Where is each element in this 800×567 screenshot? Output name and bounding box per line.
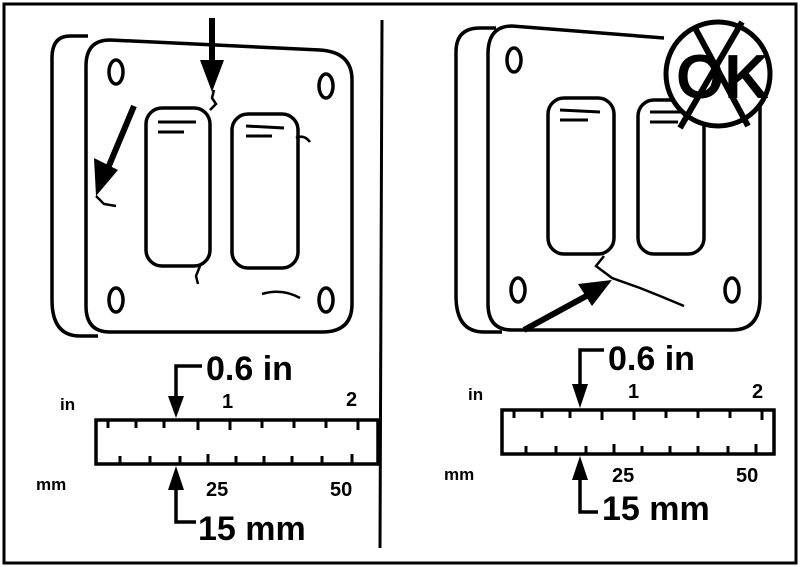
right-bottom-measure-arrowhead bbox=[572, 456, 588, 480]
right-ruler-mm-tick-50: 50 bbox=[736, 465, 758, 487]
right-top-measure-leader bbox=[578, 348, 604, 388]
left-ruler-in-tick-2: 2 bbox=[346, 389, 357, 411]
right-crack-arrow bbox=[522, 280, 612, 333]
right-ports bbox=[546, 96, 706, 256]
left-bottom-measure-arrowhead bbox=[168, 466, 184, 490]
left-crack-arrows bbox=[94, 18, 224, 196]
right-ruler-mm-tick-25: 25 bbox=[612, 465, 634, 487]
left-ruler-in-unit: in bbox=[60, 395, 75, 414]
right-bottom-measure-label: 15 mm bbox=[602, 490, 710, 528]
left-top-measure-arrowhead bbox=[168, 396, 184, 418]
right-ruler-in-unit: in bbox=[468, 385, 483, 404]
right-ruler-in-tick-2: 2 bbox=[752, 381, 763, 403]
left-ruler: in mm 1 2 25 50 0. bbox=[36, 350, 380, 548]
left-bolt-holes bbox=[107, 58, 335, 314]
right-ruler-ticks bbox=[512, 410, 764, 454]
left-ports bbox=[144, 106, 300, 270]
left-ruler-mm-tick-50: 50 bbox=[330, 479, 352, 501]
right-ruler: in mm 1 2 25 50 0.6 in bbox=[444, 340, 776, 528]
left-bottom-measure-leader bbox=[174, 488, 196, 524]
right-bolt-holes bbox=[505, 46, 741, 304]
left-cracks bbox=[95, 89, 311, 300]
right-ruler-mm-unit: mm bbox=[444, 465, 474, 484]
crossed-out-ok-stamp: OK bbox=[663, 19, 773, 130]
right-crack bbox=[594, 255, 685, 308]
right-top-measure-arrowhead bbox=[572, 384, 588, 408]
left-top-measure-leader bbox=[174, 364, 202, 400]
left-panel: in mm 1 2 25 50 0. bbox=[36, 18, 380, 548]
right-cylinder-head bbox=[454, 24, 762, 334]
left-ruler-in-tick-1: 1 bbox=[222, 391, 233, 413]
left-cylinder-head bbox=[50, 34, 354, 338]
right-panel: OK in mm 1 2 25 50 bbox=[444, 19, 776, 528]
panel-divider bbox=[378, 19, 384, 549]
left-ruler-mm-unit: mm bbox=[36, 475, 66, 494]
ok-stamp-cross-2 bbox=[691, 24, 751, 128]
right-top-measure-label: 0.6 in bbox=[608, 340, 695, 378]
right-bottom-measure-leader bbox=[578, 478, 598, 514]
ok-stamp-cross-1 bbox=[677, 20, 745, 130]
left-top-measure-label: 0.6 in bbox=[206, 350, 293, 388]
left-ruler-mm-tick-25: 25 bbox=[206, 479, 228, 501]
right-ruler-in-tick-1: 1 bbox=[628, 381, 639, 403]
left-bottom-measure-label: 15 mm bbox=[198, 510, 306, 548]
left-ruler-ticks bbox=[106, 420, 360, 464]
